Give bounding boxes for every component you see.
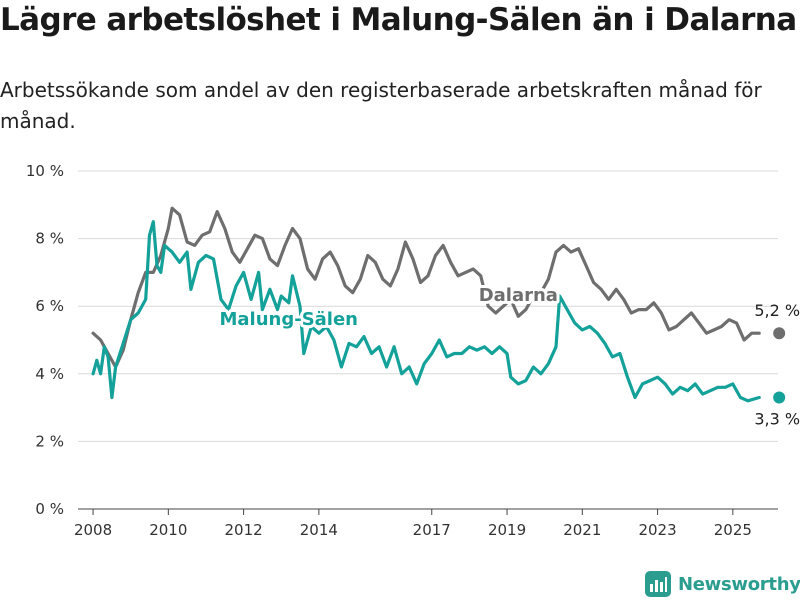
end-point-marker [773, 391, 786, 404]
brand-name: Newsworthy [678, 573, 800, 595]
y-tick-label: 0 % [35, 500, 64, 518]
series-line-malung-sälen [91, 220, 761, 403]
y-tick-label: 6 % [35, 297, 64, 315]
end-value-label: 3,3 % [754, 409, 800, 428]
end-point-marker [773, 327, 786, 340]
end-value-label: 5,2 % [754, 301, 800, 320]
x-tick-label: 2008 [74, 521, 112, 539]
x-tick-label: 2021 [563, 521, 601, 539]
series-label: Malung-Sälen [219, 309, 358, 330]
x-tick-label: 2014 [300, 521, 338, 539]
x-tick-label: 2019 [488, 521, 526, 539]
brand-logo[interactable]: Newsworthy [645, 569, 800, 599]
series-line-dalarna [91, 206, 761, 369]
y-tick-label: 4 % [35, 365, 64, 383]
series-label: Dalarna [479, 285, 558, 306]
y-tick-label: 2 % [35, 432, 64, 450]
x-tick-label: 2010 [149, 521, 187, 539]
x-tick-label: 2012 [224, 521, 262, 539]
newsworthy-logo-icon [645, 571, 671, 597]
x-tick-label: 2017 [413, 521, 451, 539]
chart-subtitle: Arbetssökande som andel av den registerb… [0, 78, 762, 133]
y-tick-label: 10 % [26, 162, 64, 180]
x-tick-label: 2025 [714, 521, 752, 539]
chart-title: Lägre arbetslöshet i Malung-Sälen än i D… [0, 2, 797, 38]
y-tick-label: 8 % [35, 230, 64, 248]
x-tick-label: 2023 [638, 521, 676, 539]
